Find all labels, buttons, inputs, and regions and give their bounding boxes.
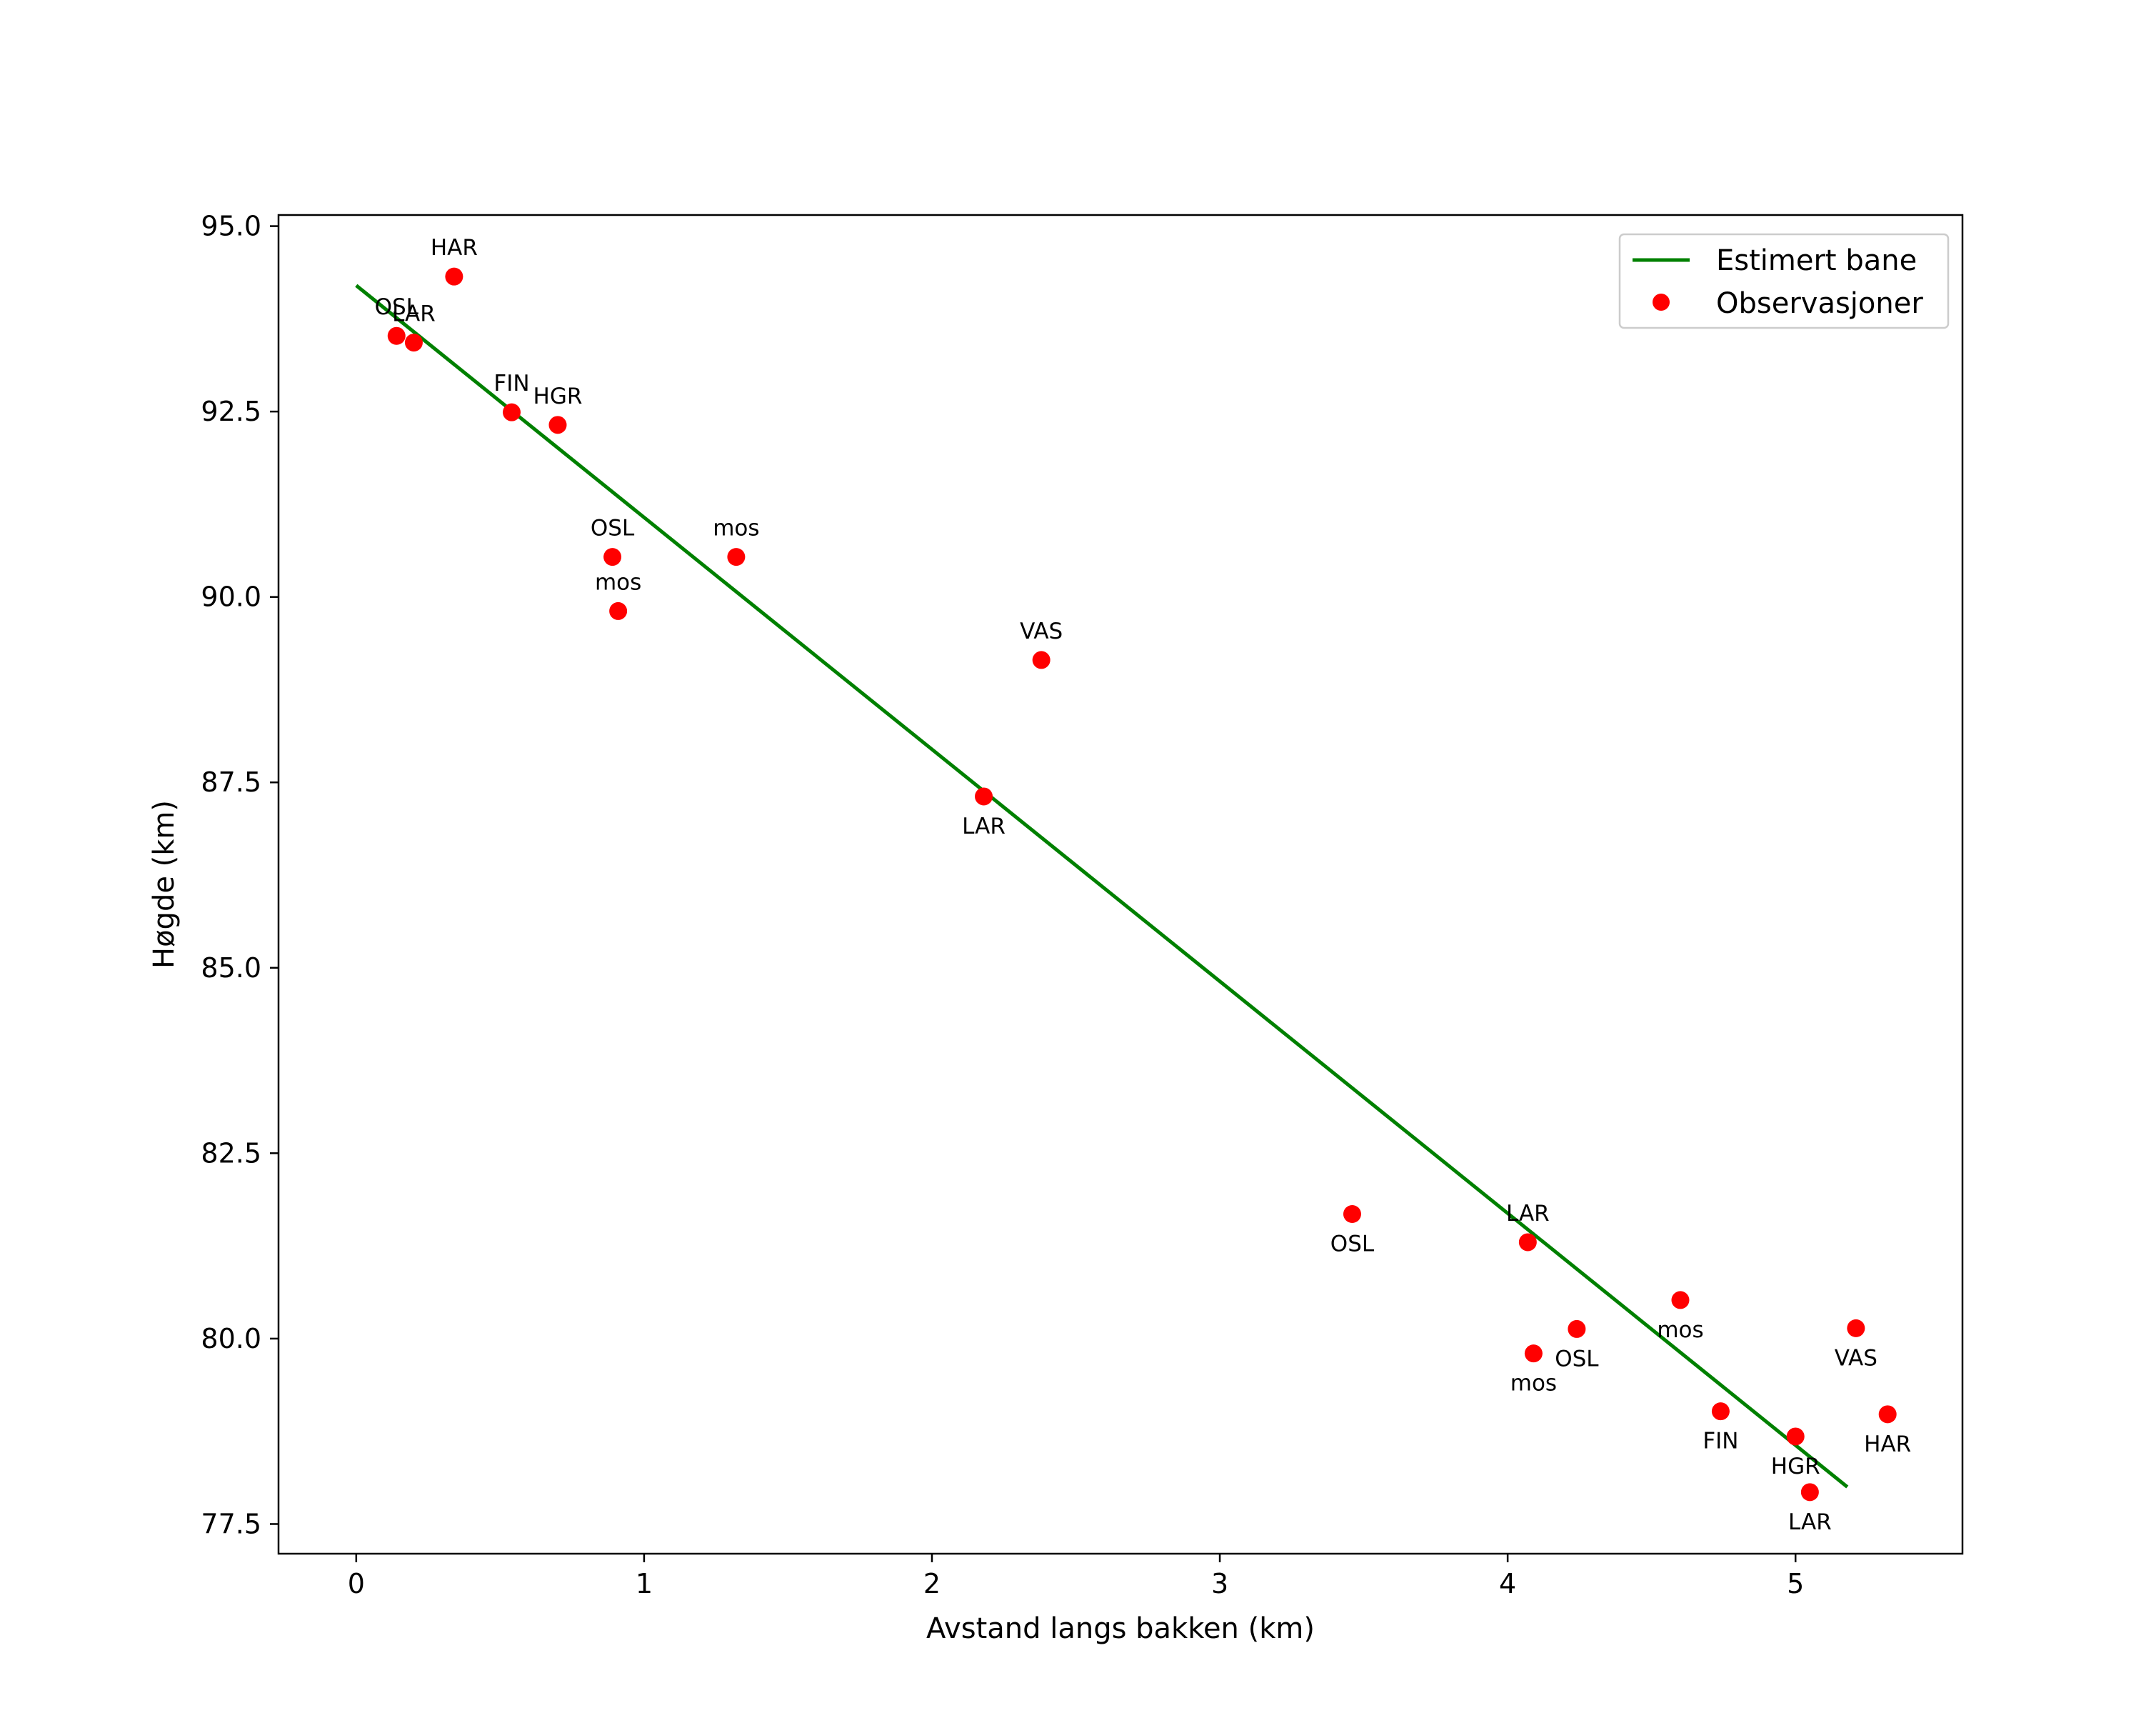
observation-label: HGR bbox=[1771, 1454, 1820, 1479]
legend-label-estimated-path: Estimert bane bbox=[1716, 244, 1917, 277]
observation-point bbox=[1847, 1319, 1865, 1337]
observation-point bbox=[502, 403, 521, 421]
observation-label: HAR bbox=[1864, 1432, 1911, 1457]
observation-point bbox=[1711, 1402, 1730, 1421]
observation-point bbox=[609, 601, 628, 620]
x-tick-label: 2 bbox=[923, 1568, 941, 1599]
y-tick-label: 77.5 bbox=[201, 1508, 261, 1539]
observation-point bbox=[1800, 1483, 1819, 1502]
observation-point bbox=[1786, 1427, 1805, 1446]
observation-point bbox=[1671, 1291, 1690, 1309]
observation-label: OSL bbox=[1555, 1346, 1599, 1372]
observation-point bbox=[1518, 1233, 1537, 1252]
observation-label: mos bbox=[595, 569, 641, 595]
x-axis: 0 1 2 3 4 5 bbox=[348, 1554, 1804, 1599]
observation-label: LAR bbox=[962, 814, 1006, 839]
x-axis-title: Avstand langs bakken (km) bbox=[926, 1612, 1315, 1645]
observation-label: LAR bbox=[1506, 1201, 1550, 1227]
x-tick-label: 0 bbox=[348, 1568, 365, 1599]
observation-label: VAS bbox=[1020, 619, 1063, 644]
axes-frame bbox=[277, 214, 1964, 1555]
y-tick-label: 87.5 bbox=[201, 766, 261, 798]
observation-label: LAR bbox=[392, 301, 436, 327]
y-tick-label: 95.0 bbox=[201, 211, 261, 242]
observation-label: mos bbox=[1510, 1371, 1557, 1397]
observation-point bbox=[1878, 1405, 1897, 1424]
observation-point bbox=[603, 548, 622, 566]
observation-label: HAR bbox=[431, 235, 478, 261]
legend: Estimert bane Observasjoner bbox=[1618, 233, 1950, 329]
y-tick-label: 82.5 bbox=[201, 1137, 261, 1169]
observation-label: FIN bbox=[493, 371, 529, 396]
observation-point bbox=[445, 267, 463, 286]
observation-point bbox=[975, 787, 993, 806]
legend-label-observations: Observasjoner bbox=[1716, 287, 1923, 320]
y-tick-label: 90.0 bbox=[201, 581, 261, 613]
observation-label: LAR bbox=[1788, 1509, 1832, 1535]
y-tick-label: 80.0 bbox=[201, 1323, 261, 1354]
observation-label: OSL bbox=[375, 294, 419, 320]
legend-marker-swatch bbox=[1653, 294, 1670, 311]
observation-label: OSL bbox=[1330, 1231, 1375, 1257]
observation-point bbox=[1032, 651, 1051, 669]
x-tick-label: 1 bbox=[636, 1568, 653, 1599]
observation-point bbox=[548, 416, 567, 434]
y-axis: 77.5 80.0 82.5 85.0 87.5 90.0 92.5 95.0 bbox=[201, 211, 279, 1539]
observation-label: OSL bbox=[591, 516, 635, 541]
legend-box bbox=[1618, 233, 1950, 329]
observation-label: VAS bbox=[1835, 1345, 1877, 1371]
x-tick-label: 5 bbox=[1787, 1568, 1804, 1599]
observation-point bbox=[1524, 1344, 1543, 1363]
observation-label: HGR bbox=[533, 384, 583, 409]
observation-label: mos bbox=[713, 516, 759, 541]
y-tick-label: 92.5 bbox=[201, 396, 261, 427]
estimated-path-line bbox=[355, 284, 1849, 1489]
observation-point bbox=[727, 548, 746, 566]
observation-point bbox=[387, 326, 406, 345]
observation-point bbox=[1343, 1204, 1361, 1223]
x-tick-label: 3 bbox=[1211, 1568, 1228, 1599]
observation-label: FIN bbox=[1703, 1429, 1738, 1454]
observation-point bbox=[1568, 1319, 1586, 1338]
x-tick-label: 4 bbox=[1499, 1568, 1516, 1599]
observation-label: mos bbox=[1657, 1317, 1703, 1343]
y-axis-title: Høgde (km) bbox=[148, 800, 181, 969]
observation-point bbox=[404, 334, 423, 352]
y-tick-label: 85.0 bbox=[201, 952, 261, 984]
